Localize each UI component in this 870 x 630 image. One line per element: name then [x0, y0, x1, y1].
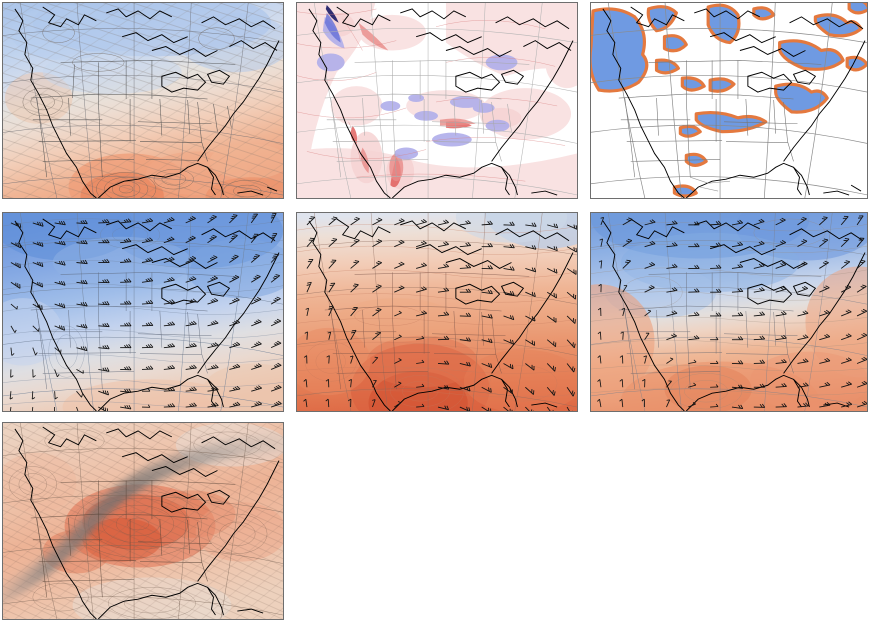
panel-2-precipitation-difference[interactable]: Mostly white/pale-pink field with small … — [296, 2, 578, 199]
panel-2-map — [297, 3, 577, 198]
panel-7-jet-stream-overlay[interactable]: Warm red-orange shading with very dense … — [2, 422, 284, 620]
jet-stream-band — [3, 432, 283, 606]
panel-3-significance-mask[interactable]: Binary blue-filled significance regions … — [590, 2, 868, 199]
panel-1-thickness-anomaly[interactable]: Shaded cool-to-warm anomaly field with d… — [2, 2, 284, 199]
panel-4-upper-level-wind-cold[interactable]: Strong blue (cold) shading across Canada… — [2, 212, 284, 412]
panel-5-low-level-wind-warm[interactable]: Broad warm orange-red shading over nearl… — [296, 212, 578, 412]
panel-7-map — [3, 423, 283, 619]
panel-1-map — [3, 3, 283, 198]
panel-4-map — [3, 213, 283, 411]
panel-5-map — [297, 213, 577, 411]
panel-6-map — [591, 213, 867, 411]
panel-3-map — [591, 3, 867, 198]
panel-6-mid-level-wind-dipole[interactable]: Sharp north-south dipole: deep blue over… — [590, 212, 868, 412]
